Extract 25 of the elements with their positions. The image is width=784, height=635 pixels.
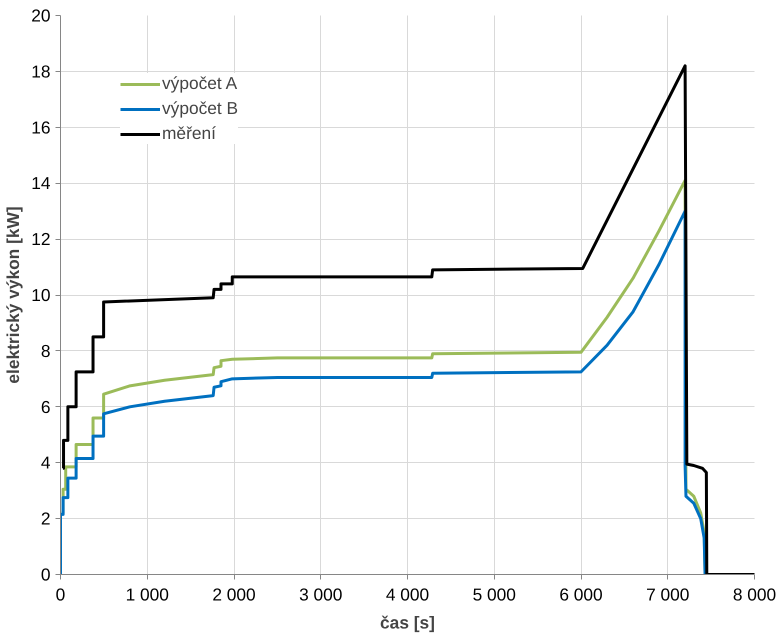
y-tick-label: 0 xyxy=(40,564,51,584)
y-axis-title: elektrický výkon [kW] xyxy=(3,206,24,384)
x-tick-label: 3 000 xyxy=(299,584,342,604)
x-tick-label: 1 000 xyxy=(126,584,169,604)
y-tick-label: 2 xyxy=(40,508,51,529)
y-tick-label: 18 xyxy=(31,61,51,82)
legend-label: výpočet A xyxy=(162,73,238,94)
y-tick-label: 6 xyxy=(40,396,51,417)
y-tick-label: 12 xyxy=(31,229,51,250)
y-tick-label: 16 xyxy=(31,117,51,138)
x-tick-label: 5 000 xyxy=(472,584,516,604)
x-tick-label: 7 000 xyxy=(646,584,690,604)
x-tick-label: 2 000 xyxy=(212,584,256,604)
y-tick-label: 10 xyxy=(31,285,51,305)
y-tick-label: 4 xyxy=(40,452,51,473)
y-tick-label: 8 xyxy=(40,340,51,361)
x-tick-label: 4 000 xyxy=(386,584,430,604)
legend-label: výpočet B xyxy=(162,98,238,119)
x-tick-label: 6 000 xyxy=(559,584,603,604)
x-axis-title: čas [s] xyxy=(380,612,435,632)
x-tick-label: 8 000 xyxy=(732,584,776,604)
x-tick-label: 0 xyxy=(56,584,66,604)
legend-label: měření xyxy=(162,123,216,144)
y-tick-label: 14 xyxy=(31,173,51,194)
y-tick-label: 20 xyxy=(31,6,51,26)
